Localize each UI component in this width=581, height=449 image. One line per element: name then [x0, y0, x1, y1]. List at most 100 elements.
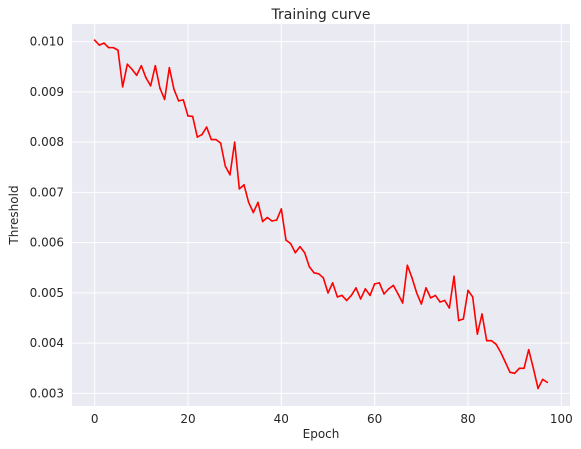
data-point — [397, 293, 399, 295]
data-point — [485, 339, 488, 342]
data-point — [117, 49, 119, 51]
data-point — [182, 99, 185, 101]
data-point — [112, 46, 115, 49]
data-point — [406, 264, 409, 267]
data-point — [173, 88, 175, 91]
y-tick-label: 0.006 — [30, 236, 64, 250]
data-point — [439, 301, 441, 303]
data-point — [541, 378, 544, 381]
data-point — [131, 68, 133, 71]
x-tick-label: 80 — [460, 412, 475, 426]
x-tick-label: 0 — [91, 412, 99, 426]
data-point — [350, 294, 353, 297]
data-point — [168, 66, 171, 69]
data-point — [285, 239, 287, 241]
data-point — [378, 282, 381, 284]
data-point — [481, 313, 483, 315]
data-point — [238, 188, 241, 190]
data-point — [518, 367, 521, 370]
data-point — [103, 42, 105, 44]
data-point — [121, 86, 124, 88]
data-point — [252, 211, 255, 214]
y-tick-label: 0.005 — [30, 286, 64, 300]
data-point — [308, 265, 311, 268]
data-point — [322, 277, 325, 279]
y-tick-label: 0.007 — [30, 185, 64, 199]
data-point — [294, 251, 297, 254]
data-point — [364, 288, 367, 290]
data-point — [443, 299, 446, 302]
plot-background — [72, 24, 570, 406]
data-point — [317, 273, 320, 275]
y-tick-label: 0.010 — [30, 35, 64, 49]
data-point — [415, 292, 418, 294]
data-point — [387, 288, 390, 290]
y-tick-label: 0.004 — [30, 336, 64, 350]
data-point — [275, 219, 278, 221]
data-point — [471, 296, 474, 298]
data-point — [98, 44, 101, 46]
data-point — [299, 245, 301, 248]
data-point — [247, 201, 250, 204]
data-point — [107, 46, 110, 49]
data-point — [135, 74, 138, 77]
y-tick-labels: 0.003 0.004 0.005 0.006 0.007 0.008 0.009 0.010 — [30, 35, 64, 401]
data-point — [434, 294, 437, 297]
data-point — [205, 126, 208, 128]
data-point — [420, 303, 423, 305]
data-point — [313, 272, 315, 274]
series-points — [93, 39, 549, 390]
data-point — [345, 299, 348, 302]
grid-lines — [72, 24, 570, 406]
data-point — [163, 98, 166, 101]
data-point — [289, 242, 292, 245]
data-point — [373, 283, 376, 285]
data-point — [303, 251, 306, 254]
data-point — [219, 142, 222, 144]
data-point — [383, 293, 385, 295]
data-point — [467, 289, 469, 292]
data-point — [476, 333, 479, 335]
data-point — [224, 165, 227, 168]
data-point — [527, 348, 530, 351]
data-point — [145, 76, 147, 79]
data-point — [495, 343, 497, 345]
data-point — [513, 372, 516, 375]
data-point — [448, 307, 451, 309]
data-point — [159, 87, 161, 90]
y-tick-label: 0.009 — [30, 85, 64, 99]
data-point — [154, 64, 157, 67]
data-point — [229, 173, 231, 176]
y-axis-label: Threshold — [7, 185, 21, 245]
data-point — [280, 208, 283, 210]
chart-title: Training curve — [271, 7, 371, 23]
data-point — [453, 275, 455, 278]
data-point — [429, 297, 432, 299]
x-tick-label: 40 — [274, 412, 289, 426]
data-point — [215, 138, 217, 141]
data-point — [233, 141, 236, 143]
data-point — [457, 319, 460, 322]
x-tick-label: 20 — [180, 412, 195, 426]
data-point — [355, 287, 357, 289]
data-point — [359, 298, 362, 300]
data-point — [490, 339, 493, 342]
data-point — [266, 216, 269, 219]
data-point — [126, 63, 129, 66]
x-axis-label: Epoch — [303, 427, 340, 441]
data-point — [504, 361, 507, 364]
data-point — [243, 184, 245, 186]
data-point — [327, 292, 329, 294]
x-tick-labels: 0 20 40 60 80 100 — [91, 412, 573, 426]
data-point — [261, 220, 264, 223]
data-point — [187, 115, 189, 117]
data-point — [201, 133, 203, 136]
data-point — [93, 39, 96, 41]
data-point — [341, 294, 343, 297]
y-tick-label: 0.003 — [30, 386, 64, 400]
data-point — [140, 64, 143, 67]
data-point — [532, 367, 535, 370]
data-point — [499, 351, 502, 354]
data-point — [509, 371, 511, 374]
